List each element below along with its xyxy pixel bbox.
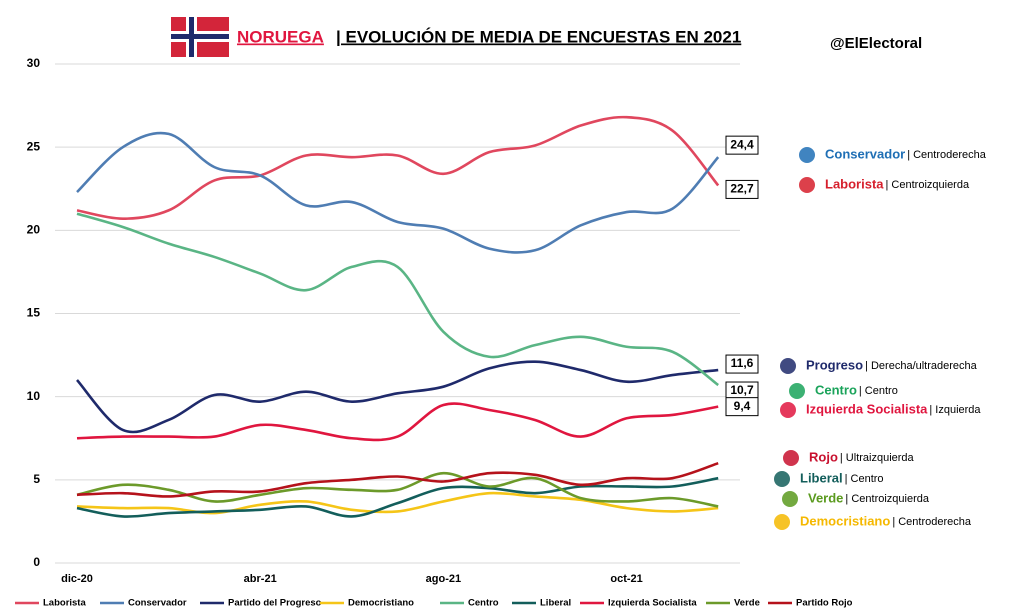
handle: @ElElectoral [830, 35, 922, 52]
legend-label: Verde [734, 598, 760, 609]
y-tick-label: 20 [27, 223, 41, 237]
party-ideology: | Centro [845, 473, 884, 485]
flag [171, 17, 229, 57]
x-tick-label: dic-20 [61, 573, 93, 585]
party-logo [799, 177, 815, 193]
party-ideology: | Izquierda [929, 404, 981, 416]
y-tick-label: 25 [27, 139, 41, 153]
legend-label: Partido del Progreso [228, 598, 322, 609]
series-line [76, 471, 719, 508]
legend-label: Liberal [540, 598, 571, 609]
legend-label: Laborista [43, 598, 86, 609]
legend-label: Centro [468, 598, 499, 609]
party-logo [774, 514, 790, 530]
party-logo [799, 147, 815, 163]
party-ideology: | Centro [859, 385, 898, 397]
y-tick-label: 10 [27, 389, 41, 403]
title-highlight: NORUEGA [237, 27, 324, 46]
party-ideology: | Derecha/ultraderecha [865, 360, 978, 372]
value-label: 22,7 [730, 182, 754, 196]
value-label-box [725, 179, 759, 199]
party-name: Centro [815, 382, 857, 397]
party-logo [782, 491, 798, 507]
party-name: Democristiano [800, 513, 890, 528]
x-tick-label: ago-21 [426, 573, 461, 585]
x-tick-label: oct-21 [610, 573, 642, 585]
chart-title: | EVOLUCIÓN DE MEDIA DE ENCUESTAS EN 202… [336, 27, 741, 46]
legend-label: Izquierda Socialista [608, 598, 697, 609]
party-ideology: | Centroderecha [907, 149, 987, 161]
y-tick-label: 30 [27, 56, 41, 70]
value-label-box [725, 135, 759, 155]
value-label-box [725, 397, 759, 417]
party-logo [789, 383, 805, 399]
party-ideology: | Centroizquierda [886, 179, 970, 191]
party-ideology: | Ultraizquierda [840, 452, 915, 464]
series-line [76, 115, 720, 220]
value-label-box [725, 354, 759, 374]
party-name: Liberal [800, 470, 843, 485]
series-line [76, 131, 720, 254]
party-logo [780, 402, 796, 418]
party-logo [774, 471, 790, 487]
legend-label: Conservador [128, 598, 187, 609]
party-name: Progreso [806, 357, 863, 372]
series-line [76, 360, 719, 434]
y-tick-label: 0 [33, 555, 40, 569]
value-label: 9,4 [734, 399, 751, 413]
y-tick-label: 5 [33, 472, 40, 486]
party-logo [783, 450, 799, 466]
party-name: Rojo [809, 449, 838, 464]
party-ideology: | Centroderecha [892, 516, 972, 528]
value-label: 10,7 [730, 383, 754, 397]
series-line [76, 212, 719, 387]
party-name: Izquierda Socialista [806, 401, 928, 416]
series-line [76, 461, 719, 498]
series-line [76, 402, 719, 442]
legend-label: Partido Rojo [796, 598, 853, 609]
y-tick-label: 15 [27, 306, 41, 320]
series-line [76, 476, 719, 518]
party-logo [780, 358, 796, 374]
series-line [76, 491, 719, 515]
value-label: 11,6 [731, 356, 754, 370]
party-name: Laborista [825, 176, 884, 191]
party-name: Conservador [825, 146, 905, 161]
party-name: Verde [808, 490, 843, 505]
party-ideology: | Centroizquierda [845, 493, 929, 505]
legend-label: Democristiano [348, 598, 414, 609]
x-tick-label: abr-21 [244, 573, 277, 585]
value-label: 24,4 [730, 137, 754, 151]
